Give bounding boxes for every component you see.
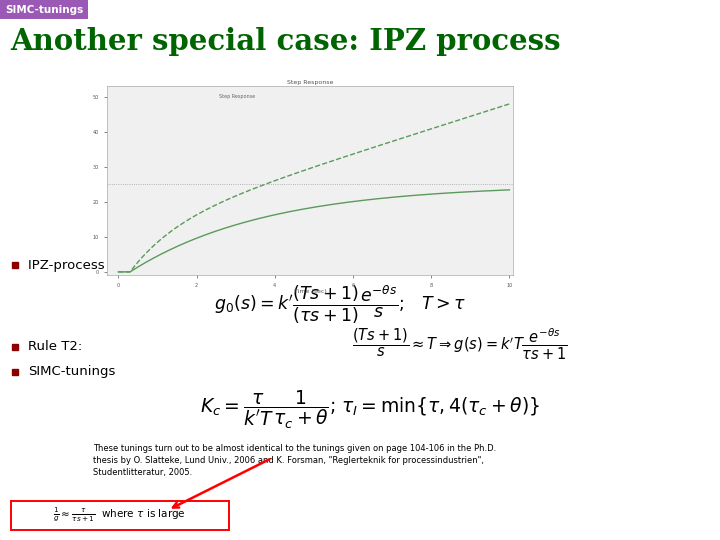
X-axis label: Time (sec): Time (sec) (294, 289, 326, 294)
Text: Another special case: IPZ process: Another special case: IPZ process (10, 28, 561, 57)
Text: IPZ-process may represent response from steam flow to pressure: IPZ-process may represent response from … (28, 259, 464, 272)
Text: $\dfrac{(Ts+1)}{s} \approx T \Rightarrow g(s) = k^{\prime}T\dfrac{e^{-\theta s}}: $\dfrac{(Ts+1)}{s} \approx T \Rightarrow… (352, 326, 568, 362)
Text: Step Response: Step Response (219, 94, 255, 99)
Text: Rule T2:: Rule T2: (28, 341, 82, 354)
Text: $K_c = \dfrac{\tau}{k^{\prime}T}\dfrac{1}{\tau_c+\theta}$; $\tau_I = \min\{\tau,: $K_c = \dfrac{\tau}{k^{\prime}T}\dfrac{1… (200, 389, 540, 431)
Title: Step Response: Step Response (287, 79, 333, 85)
Text: $g_0(s) = k^{\prime}\dfrac{(Ts+1)}{(\tau s+1)}\dfrac{e^{-\theta s}}{s}$;$\quad T: $g_0(s) = k^{\prime}\dfrac{(Ts+1)}{(\tau… (214, 284, 466, 326)
Text: $\frac{1}{g} \approx \frac{\tau}{\tau s+1}$  where $\tau$ is large: $\frac{1}{g} \approx \frac{\tau}{\tau s+… (53, 506, 186, 524)
Text: SIMC-tunings: SIMC-tunings (5, 5, 83, 15)
FancyBboxPatch shape (0, 0, 88, 19)
FancyBboxPatch shape (11, 501, 228, 530)
Text: SIMC-tunings: SIMC-tunings (28, 366, 115, 379)
Text: These tunings turn out to be almost identical to the tunings given on page 104-1: These tunings turn out to be almost iden… (93, 444, 496, 477)
